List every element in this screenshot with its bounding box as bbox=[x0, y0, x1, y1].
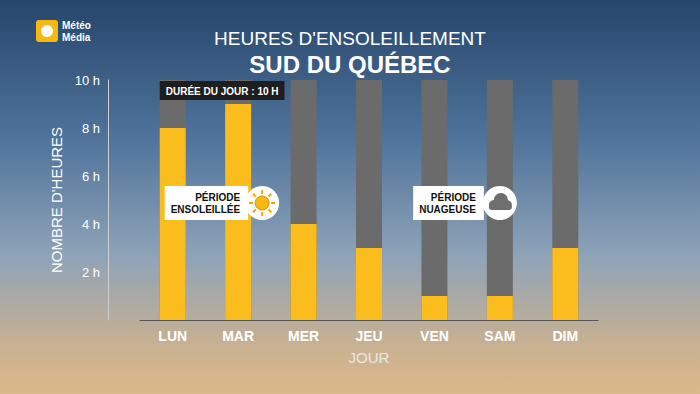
svg-text:HEURES D'ENSOLEILLEMENT: HEURES D'ENSOLEILLEMENT bbox=[214, 28, 486, 49]
svg-text:Média: Média bbox=[62, 32, 91, 43]
svg-text:LUN: LUN bbox=[158, 328, 187, 344]
svg-text:DIM: DIM bbox=[552, 328, 578, 344]
svg-text:PÉRIODE: PÉRIODE bbox=[431, 191, 476, 203]
svg-text:ENSOLEILLÉE: ENSOLEILLÉE bbox=[171, 203, 241, 215]
svg-text:8 h: 8 h bbox=[82, 121, 100, 136]
svg-text:MER: MER bbox=[288, 328, 319, 344]
svg-text:VEN: VEN bbox=[420, 328, 449, 344]
svg-text:JOUR: JOUR bbox=[349, 349, 390, 366]
svg-text:SUD DU QUÉBEC: SUD DU QUÉBEC bbox=[249, 51, 450, 78]
svg-text:JEU: JEU bbox=[355, 328, 382, 344]
svg-text:4 h: 4 h bbox=[82, 217, 100, 232]
svg-text:2 h: 2 h bbox=[82, 265, 100, 280]
svg-text:MAR: MAR bbox=[222, 328, 254, 344]
svg-text:Météo: Météo bbox=[62, 20, 91, 31]
svg-text:DURÉE DU JOUR : 10 H: DURÉE DU JOUR : 10 H bbox=[166, 85, 279, 97]
svg-text:10 h: 10 h bbox=[75, 73, 100, 88]
svg-text:NOMBRE D'HEURES: NOMBRE D'HEURES bbox=[48, 127, 65, 273]
svg-text:NUAGEUSE: NUAGEUSE bbox=[419, 204, 476, 215]
svg-text:6 h: 6 h bbox=[82, 169, 100, 184]
svg-text:SAM: SAM bbox=[484, 328, 515, 344]
svg-text:PÉRIODE: PÉRIODE bbox=[195, 191, 240, 203]
